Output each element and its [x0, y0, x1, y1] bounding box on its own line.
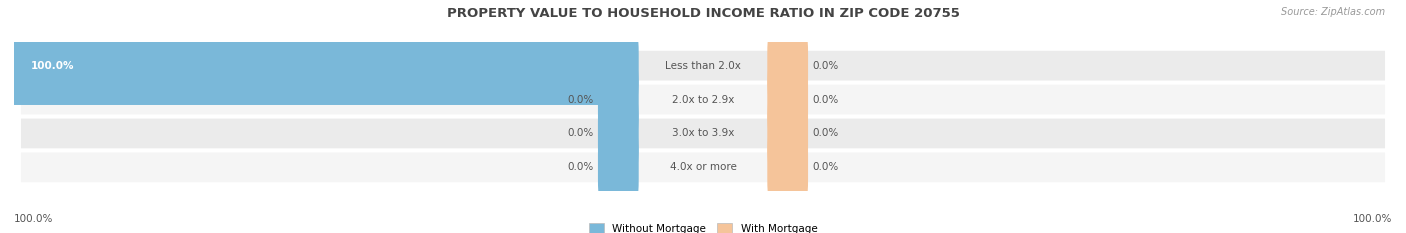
Text: 100.0%: 100.0% — [31, 61, 75, 71]
Text: 4.0x or more: 4.0x or more — [669, 162, 737, 172]
FancyBboxPatch shape — [598, 94, 638, 173]
FancyBboxPatch shape — [768, 94, 808, 173]
FancyBboxPatch shape — [598, 128, 638, 207]
FancyBboxPatch shape — [20, 83, 1386, 116]
FancyBboxPatch shape — [20, 117, 1386, 150]
FancyBboxPatch shape — [20, 49, 1386, 82]
Legend: Without Mortgage, With Mortgage: Without Mortgage, With Mortgage — [589, 223, 817, 233]
FancyBboxPatch shape — [20, 151, 1386, 184]
FancyBboxPatch shape — [768, 128, 808, 207]
Text: 2.0x to 2.9x: 2.0x to 2.9x — [672, 95, 734, 105]
Text: 0.0%: 0.0% — [813, 162, 838, 172]
Text: Source: ZipAtlas.com: Source: ZipAtlas.com — [1281, 7, 1385, 17]
FancyBboxPatch shape — [598, 60, 638, 139]
Text: 0.0%: 0.0% — [568, 162, 593, 172]
FancyBboxPatch shape — [768, 26, 808, 105]
Text: PROPERTY VALUE TO HOUSEHOLD INCOME RATIO IN ZIP CODE 20755: PROPERTY VALUE TO HOUSEHOLD INCOME RATIO… — [447, 7, 959, 20]
FancyBboxPatch shape — [768, 60, 808, 139]
Text: 0.0%: 0.0% — [813, 128, 838, 138]
Text: 0.0%: 0.0% — [813, 95, 838, 105]
Text: 0.0%: 0.0% — [568, 95, 593, 105]
Text: 3.0x to 3.9x: 3.0x to 3.9x — [672, 128, 734, 138]
Text: 100.0%: 100.0% — [14, 214, 53, 224]
Text: Less than 2.0x: Less than 2.0x — [665, 61, 741, 71]
Text: 0.0%: 0.0% — [568, 128, 593, 138]
FancyBboxPatch shape — [10, 26, 638, 105]
Text: 0.0%: 0.0% — [813, 61, 838, 71]
Text: 100.0%: 100.0% — [1353, 214, 1392, 224]
